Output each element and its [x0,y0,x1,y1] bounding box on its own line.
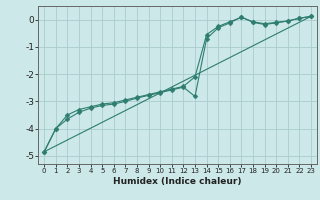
X-axis label: Humidex (Indice chaleur): Humidex (Indice chaleur) [113,177,242,186]
